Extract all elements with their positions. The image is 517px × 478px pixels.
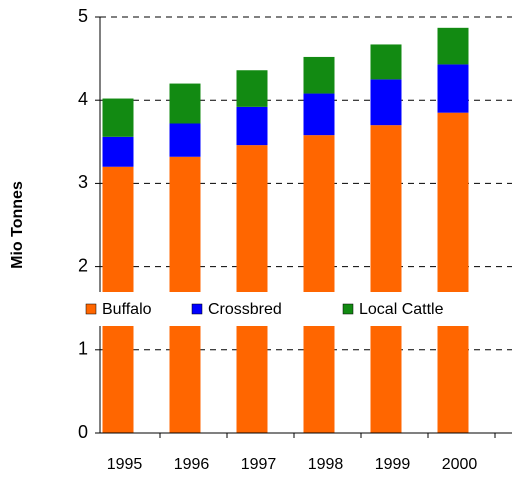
y-tick-label: 2 xyxy=(78,255,88,275)
x-tick-label: 1997 xyxy=(241,456,277,473)
bar-segment xyxy=(102,136,134,167)
x-tick-label: 1996 xyxy=(174,456,210,473)
bar-segment xyxy=(370,125,402,433)
bar-segment xyxy=(236,145,268,434)
y-tick-label: 0 xyxy=(78,422,88,442)
y-tick-label: 3 xyxy=(78,172,88,192)
x-tick-label: 1998 xyxy=(308,456,344,473)
x-tick-label: 2000 xyxy=(442,456,478,473)
legend-label: Buffalo xyxy=(102,301,152,318)
x-tick-label: 1995 xyxy=(107,456,143,473)
bar-segment xyxy=(370,44,402,80)
bar-segment xyxy=(303,93,335,136)
bar-segment xyxy=(236,106,268,146)
bar-segment xyxy=(236,70,268,107)
bar-segment xyxy=(303,56,335,94)
legend-box xyxy=(80,292,485,326)
x-tick-label: 1999 xyxy=(375,456,411,473)
bar-segment xyxy=(303,135,335,434)
bar-segment xyxy=(169,123,201,157)
y-tick-label: 5 xyxy=(78,6,88,26)
legend-label: Local Cattle xyxy=(359,301,444,318)
legend-swatch xyxy=(342,303,354,315)
legend-label: Crossbred xyxy=(208,301,282,318)
bar-segment xyxy=(437,64,469,113)
legend-swatch xyxy=(85,303,97,315)
bar-segment xyxy=(437,112,469,434)
bar-segment xyxy=(169,83,201,124)
bar-segment xyxy=(437,27,469,65)
bar-segment xyxy=(370,79,402,126)
legend-swatch xyxy=(191,303,203,315)
y-tick-label: 4 xyxy=(78,89,88,109)
y-axis-label: Mio Tonnes xyxy=(9,181,26,269)
bar-segment xyxy=(102,98,134,137)
y-tick-label: 1 xyxy=(78,339,88,359)
